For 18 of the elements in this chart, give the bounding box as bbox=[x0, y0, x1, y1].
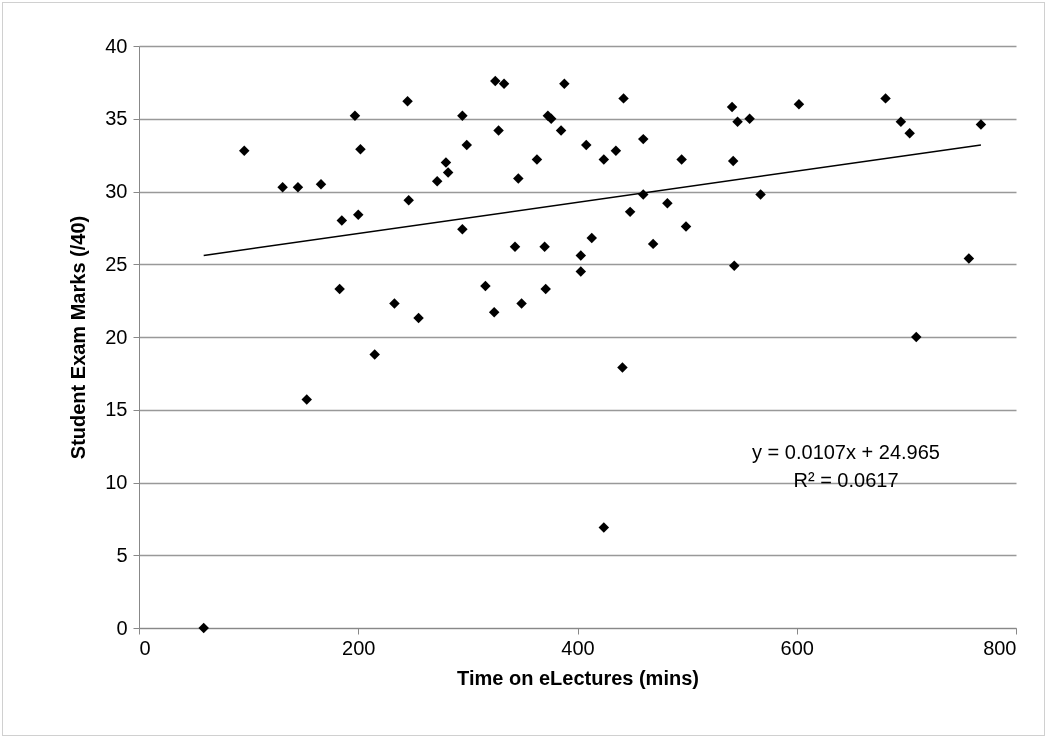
y-tick-label: 40 bbox=[105, 34, 128, 57]
y-tick-label: 35 bbox=[105, 107, 128, 130]
y-tick-label: 25 bbox=[105, 252, 128, 275]
y-tick-label: 15 bbox=[105, 398, 128, 421]
x-tick-label: 600 bbox=[780, 636, 814, 659]
y-tick-label: 0 bbox=[116, 616, 128, 639]
y-tick-label: 20 bbox=[105, 325, 128, 348]
annotation: R² = 0.0617 bbox=[793, 469, 899, 492]
y-tick-label: 10 bbox=[105, 471, 128, 493]
x-tick-label: 400 bbox=[561, 636, 595, 659]
x-tick-label: 800 bbox=[983, 636, 1017, 659]
x-tick-label: 0 bbox=[139, 636, 151, 659]
y-tick-label: 5 bbox=[116, 543, 128, 566]
y-tick-label: 30 bbox=[105, 180, 128, 202]
y-axis-title: Student Exam Marks (/40) bbox=[67, 215, 90, 460]
x-axis-title: Time on eLectures (mins) bbox=[457, 666, 699, 689]
x-tick-label: 200 bbox=[342, 636, 376, 659]
annotation: y = 0.0107x + 24.965 bbox=[752, 441, 940, 464]
